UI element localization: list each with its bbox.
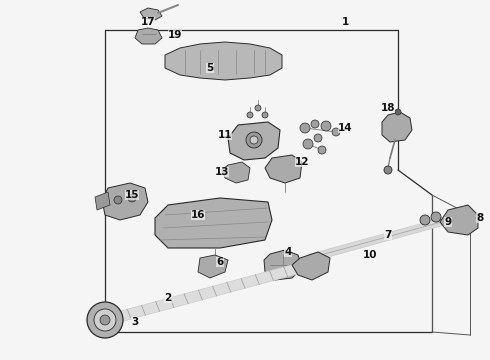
Polygon shape	[292, 252, 330, 280]
Circle shape	[262, 112, 268, 118]
Text: 4: 4	[284, 247, 292, 257]
Circle shape	[114, 196, 122, 204]
Text: 15: 15	[125, 190, 139, 200]
Polygon shape	[382, 112, 412, 142]
Text: 8: 8	[476, 213, 484, 223]
Circle shape	[318, 146, 326, 154]
Text: 3: 3	[131, 317, 139, 327]
Text: 2: 2	[164, 293, 171, 303]
Circle shape	[395, 109, 401, 115]
Polygon shape	[265, 155, 302, 183]
Text: 18: 18	[381, 103, 395, 113]
Circle shape	[300, 123, 310, 133]
Circle shape	[128, 194, 136, 202]
Text: 12: 12	[295, 157, 309, 167]
Polygon shape	[155, 198, 272, 248]
Polygon shape	[165, 42, 282, 80]
Circle shape	[303, 139, 313, 149]
Circle shape	[100, 315, 110, 325]
Polygon shape	[140, 8, 162, 20]
Polygon shape	[95, 192, 110, 210]
Polygon shape	[102, 183, 148, 220]
Text: 14: 14	[338, 123, 352, 133]
Circle shape	[246, 132, 262, 148]
Circle shape	[247, 112, 253, 118]
Text: 9: 9	[444, 217, 452, 227]
Circle shape	[250, 136, 258, 144]
Polygon shape	[228, 122, 280, 160]
Text: 7: 7	[384, 230, 392, 240]
Circle shape	[384, 166, 392, 174]
Circle shape	[321, 121, 331, 131]
Text: 10: 10	[363, 250, 377, 260]
Text: 5: 5	[206, 63, 214, 73]
Text: 17: 17	[141, 17, 155, 27]
Text: 13: 13	[215, 167, 229, 177]
Circle shape	[420, 215, 430, 225]
Polygon shape	[135, 28, 162, 44]
Text: 1: 1	[342, 17, 348, 27]
Circle shape	[94, 309, 116, 331]
Polygon shape	[222, 162, 250, 183]
Polygon shape	[440, 205, 478, 235]
Circle shape	[314, 134, 322, 142]
Circle shape	[311, 120, 319, 128]
Circle shape	[255, 105, 261, 111]
Text: 11: 11	[218, 130, 232, 140]
Text: 6: 6	[217, 257, 223, 267]
Text: 19: 19	[168, 30, 182, 40]
Text: 16: 16	[191, 210, 205, 220]
Circle shape	[431, 212, 441, 222]
Polygon shape	[198, 255, 228, 278]
Polygon shape	[264, 250, 302, 280]
Circle shape	[332, 128, 340, 136]
Circle shape	[87, 302, 123, 338]
